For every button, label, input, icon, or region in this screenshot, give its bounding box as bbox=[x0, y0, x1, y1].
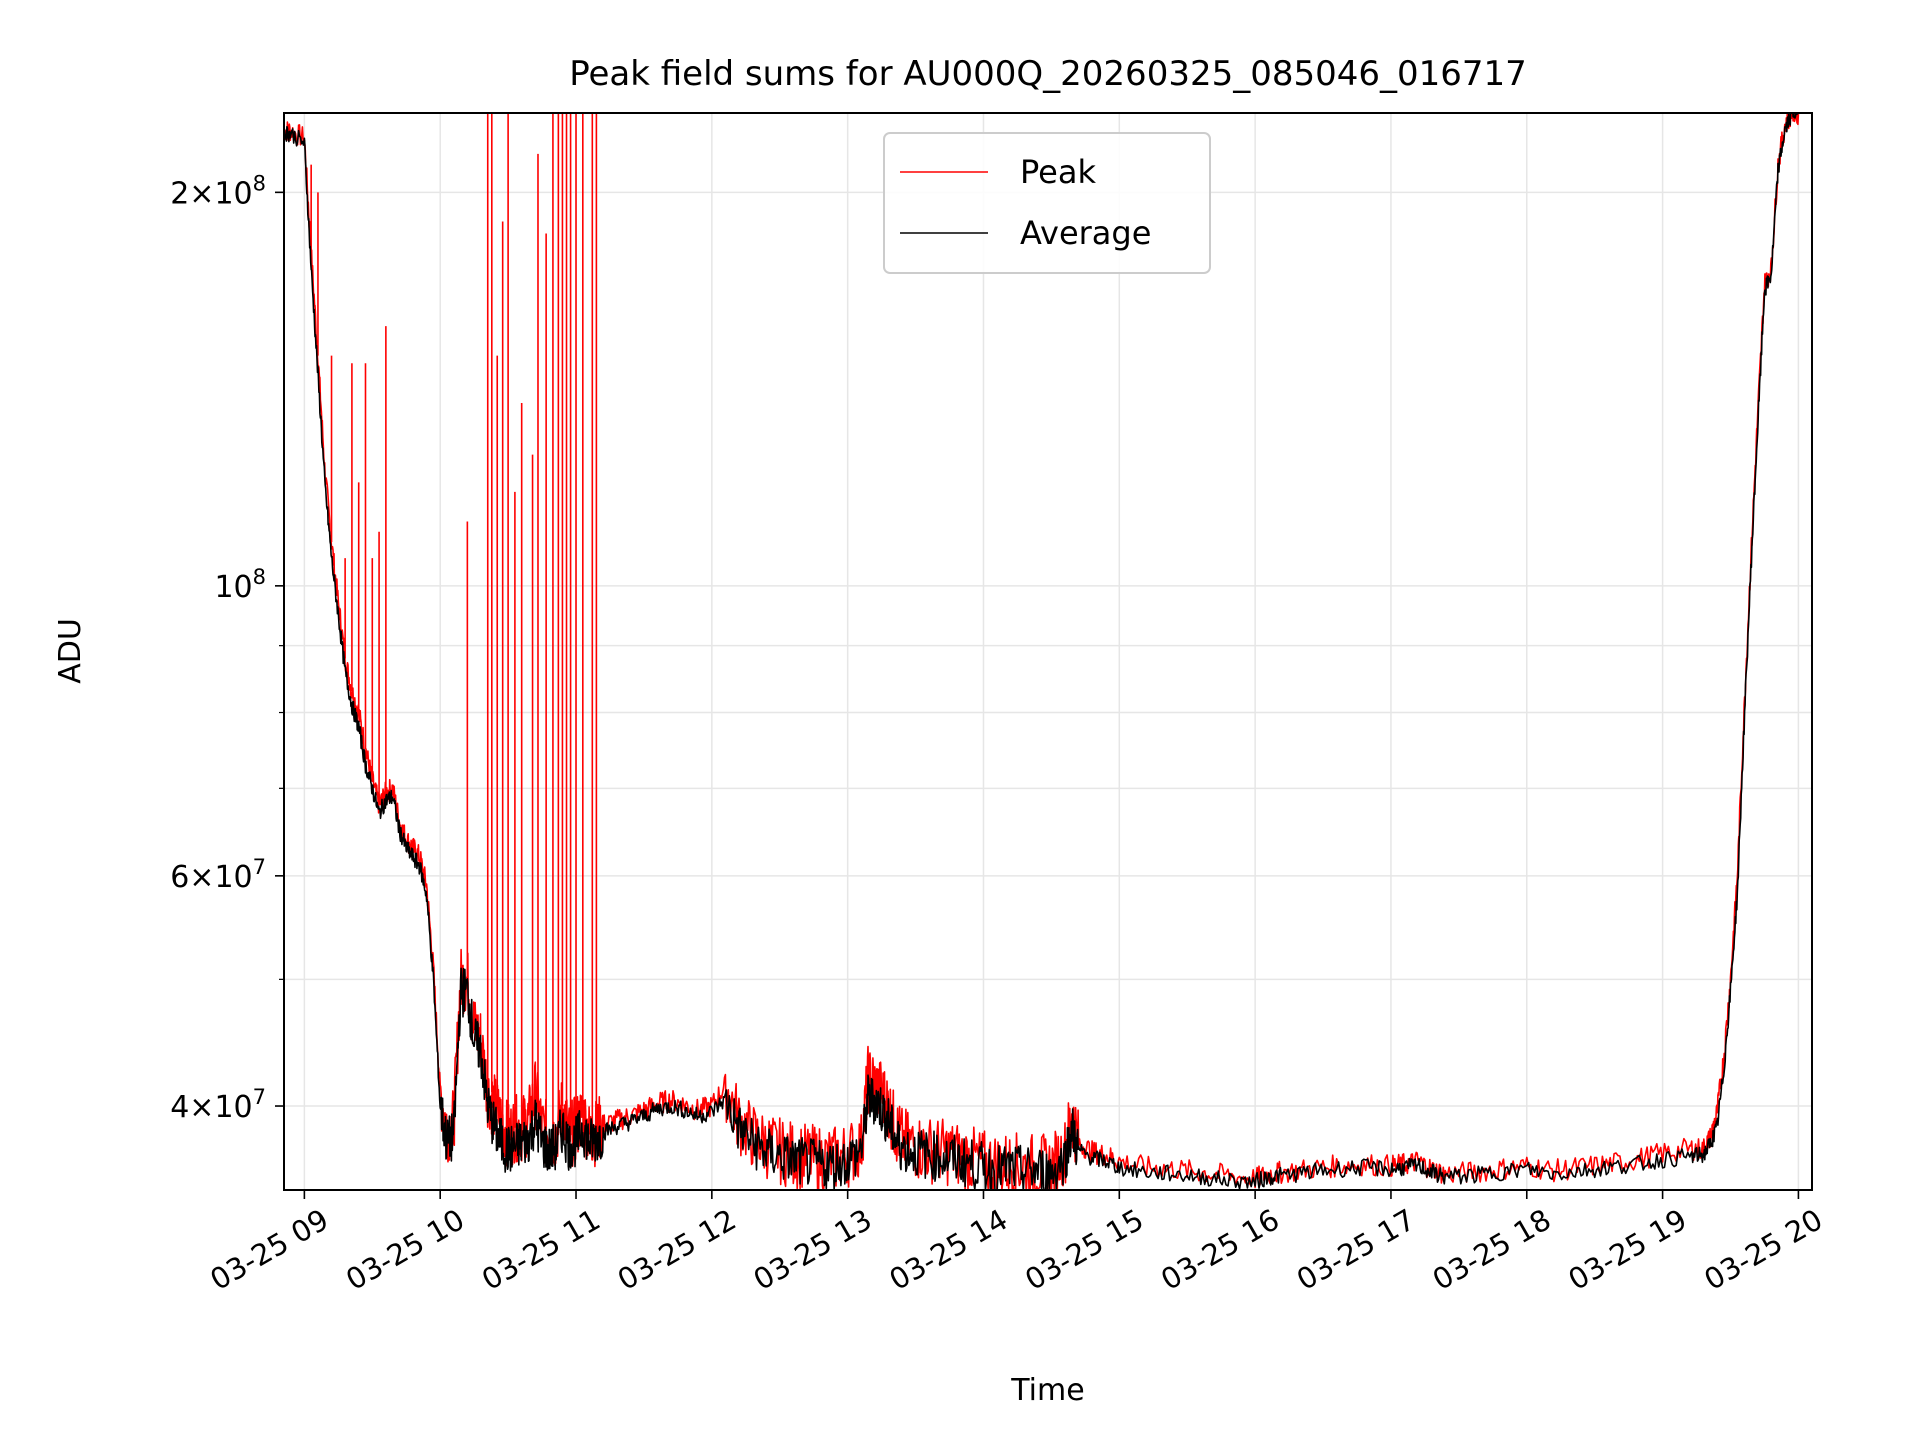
legend-label-average: Average bbox=[1020, 214, 1151, 252]
legend-box bbox=[883, 132, 1211, 274]
plot-area bbox=[284, 113, 1800, 1190]
y-axis-label: ADU bbox=[53, 618, 88, 684]
x-axis-label: Time bbox=[1010, 1373, 1084, 1408]
series-line-average bbox=[284, 113, 1799, 1190]
legend: Peak Average bbox=[883, 132, 1211, 274]
legend-label-peak: Peak bbox=[1020, 153, 1096, 191]
chart-title: Peak field sums for AU000Q_20260325_0850… bbox=[569, 54, 1527, 94]
y-tick-label: 6×107 bbox=[170, 855, 266, 895]
y-tick-label: 2×108 bbox=[170, 171, 266, 211]
plot-frame bbox=[283, 112, 1813, 1191]
y-axis: 4×107 6×107 108 2×108 bbox=[170, 171, 284, 1125]
y-tick-label: 4×107 bbox=[170, 1085, 266, 1125]
y-tick-label: 108 bbox=[214, 565, 266, 605]
